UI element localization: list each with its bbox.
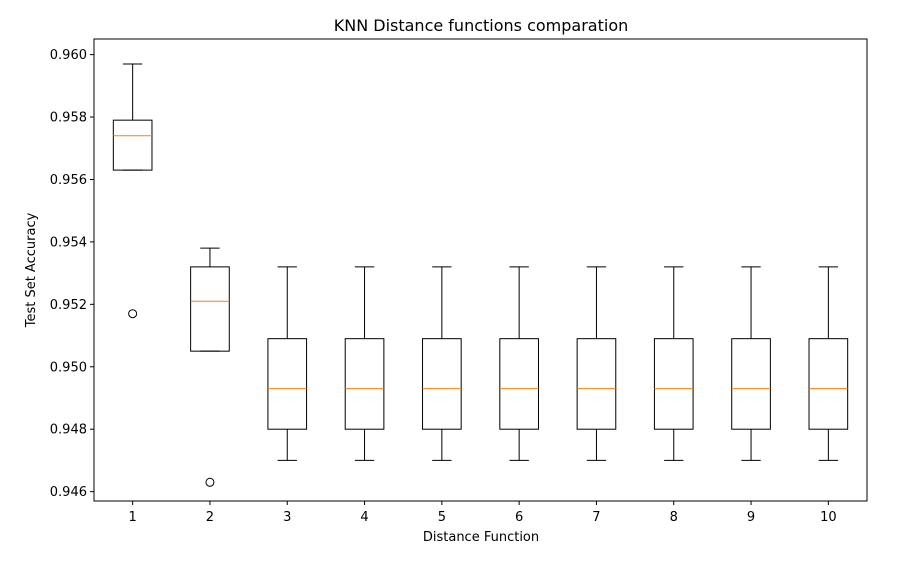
- x-tick-label: 7: [592, 510, 600, 525]
- boxes-group: [112, 63, 849, 487]
- box-7: [576, 266, 617, 461]
- y-axis-label: Test Set Accuracy: [24, 212, 39, 328]
- box-6: [499, 266, 539, 461]
- x-tick-label: 1: [129, 510, 137, 525]
- y-tick-label: 0.950: [50, 360, 87, 375]
- x-tick-label: 5: [438, 510, 446, 525]
- y-tick-label: 0.946: [50, 485, 87, 500]
- box-3: [267, 266, 308, 461]
- box-2: [190, 247, 230, 487]
- box-5: [422, 266, 462, 461]
- outlier-point: [128, 309, 138, 319]
- box-1: [112, 63, 153, 319]
- box-10: [808, 266, 849, 461]
- y-tick-label: 0.958: [50, 111, 87, 126]
- x-tick-label: 6: [515, 510, 523, 525]
- x-axis-label: Distance Function: [423, 530, 539, 545]
- box-body: [499, 338, 539, 430]
- y-tick-label: 0.954: [50, 235, 87, 250]
- box-8: [653, 266, 694, 461]
- x-tick-label: 9: [747, 510, 755, 525]
- box-body: [190, 266, 230, 352]
- box-4: [344, 266, 385, 461]
- y-tick-label: 0.960: [50, 48, 87, 63]
- x-tick-label: 2: [206, 510, 214, 525]
- y-axis: 0.946 0.948 0.950 0.952 0.954 0.956 0.958 0.960: [50, 48, 94, 500]
- chart-title: KNN Distance functions comparation: [334, 16, 629, 35]
- box-body: [808, 338, 849, 430]
- x-tick-label: 3: [283, 510, 291, 525]
- y-tick-label: 0.956: [50, 173, 87, 188]
- box-body: [422, 338, 462, 430]
- box-body: [112, 119, 153, 171]
- box-9: [731, 266, 771, 461]
- box-body: [344, 338, 385, 430]
- x-axis: 1 2 3 4 5 6 7 8 9 10: [129, 501, 837, 525]
- box-body: [267, 338, 308, 430]
- x-tick-label: 10: [820, 510, 837, 525]
- box-body: [653, 338, 694, 430]
- y-tick-label: 0.948: [50, 423, 87, 438]
- y-tick-label: 0.952: [50, 298, 87, 313]
- x-tick-label: 8: [670, 510, 678, 525]
- plot-frame: [93, 38, 868, 502]
- box-body: [576, 338, 617, 430]
- x-tick-label: 4: [360, 510, 368, 525]
- box-body: [731, 338, 771, 430]
- outlier-point: [205, 477, 215, 487]
